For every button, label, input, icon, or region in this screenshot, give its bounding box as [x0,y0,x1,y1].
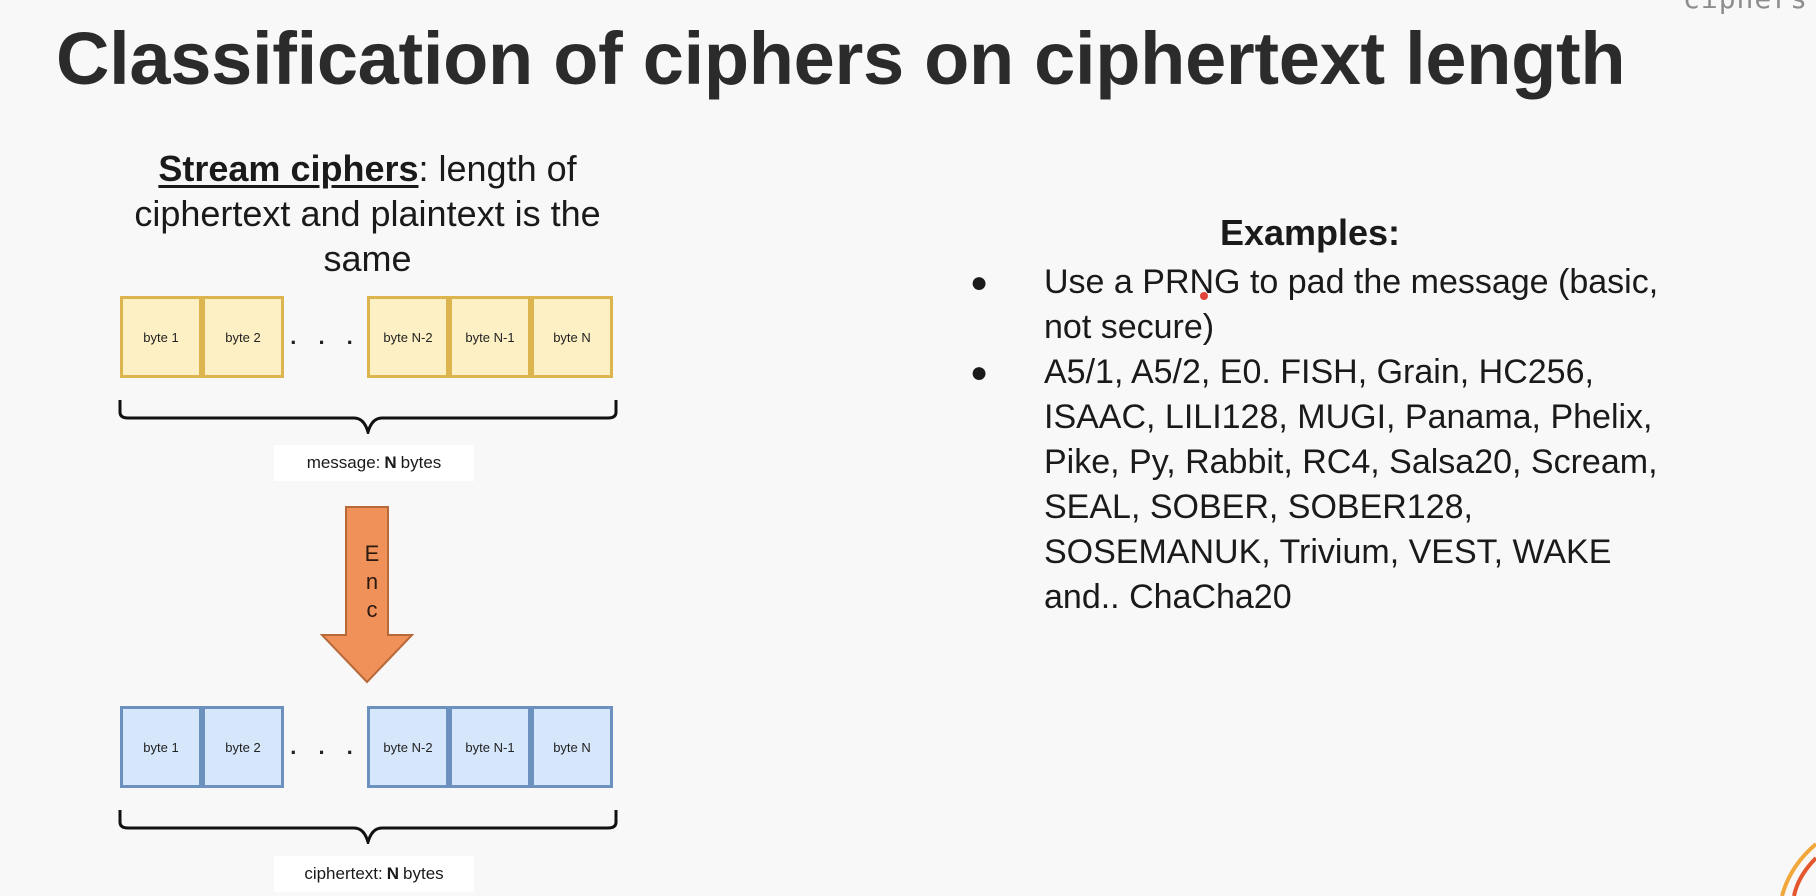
enc-letter: E [364,541,380,566]
examples-list: ● Use a PRNG to pad the message (basic, … [970,260,1670,620]
ciphertext-byte-cell: byte N-1 [449,706,531,788]
message-caption-n: N [384,453,397,472]
stream-ciphers-heading: Stream ciphers: length of ciphertext and… [100,146,635,281]
message-caption: message: N bytes [274,445,474,481]
message-caption-prefix: message: [306,453,381,472]
plaintext-byte-cell: byte N [531,296,613,378]
message-caption-suffix: bytes [400,453,442,472]
ciphertext-byte-cell: byte N [531,706,613,788]
ciphertext-caption: ciphertext: N bytes [274,856,474,892]
stream-ciphers-description: : length of ciphertext and plaintext is … [134,148,601,279]
enc-arrow-label: E n c [351,540,393,624]
ciphertext-byte-cell: byte 1 [120,706,202,788]
message-brace [118,400,618,434]
plaintext-byte-row: byte 1 byte 2 . . . byte N-2 byte N-1 by… [120,296,616,382]
corner-label: ciphers [1683,0,1808,15]
list-item: ● Use a PRNG to pad the message (basic, … [970,260,1670,350]
example-text: Use a PRNG to pad the message (basic, no… [1044,263,1659,346]
enc-letter: n [365,569,379,594]
plaintext-byte-cell: byte 2 [202,296,284,378]
ciphertext-ellipsis: . . . [290,734,361,759]
examples-heading: Examples: [1219,212,1401,253]
laser-pointer-dot [1200,292,1208,300]
plaintext-ellipsis: . . . [290,324,361,349]
list-item: ● A5/1, A5/2, E0. FISH, Grain, HC256, IS… [970,350,1670,620]
ciphertext-caption-n: N [386,864,400,883]
ciphertext-byte-row: byte 1 byte 2 . . . byte N-2 byte N-1 by… [120,706,616,792]
ciphertext-byte-cell: byte 2 [202,706,284,788]
enc-arrow-shape [320,506,414,684]
stream-ciphers-term: Stream ciphers [158,148,419,189]
enc-letter: c [366,597,378,622]
bullet-icon: ● [970,356,989,389]
plaintext-byte-cell: byte N-1 [449,296,531,378]
plaintext-byte-cell: byte N-2 [367,296,449,378]
plaintext-byte-cell: byte 1 [120,296,202,378]
bullet-icon: ● [970,266,989,299]
ciphertext-caption-suffix: bytes [403,864,444,883]
slide-title: Classification of ciphers on ciphertext … [56,17,1626,100]
ciphertext-caption-prefix: ciphertext: [304,864,383,883]
corner-decoration [1780,842,1816,896]
enc-arrow [320,506,414,684]
example-text: A5/1, A5/2, E0. FISH, Grain, HC256, ISAA… [1044,353,1658,616]
ciphertext-brace [118,810,618,844]
ciphertext-byte-cell: byte N-2 [367,706,449,788]
